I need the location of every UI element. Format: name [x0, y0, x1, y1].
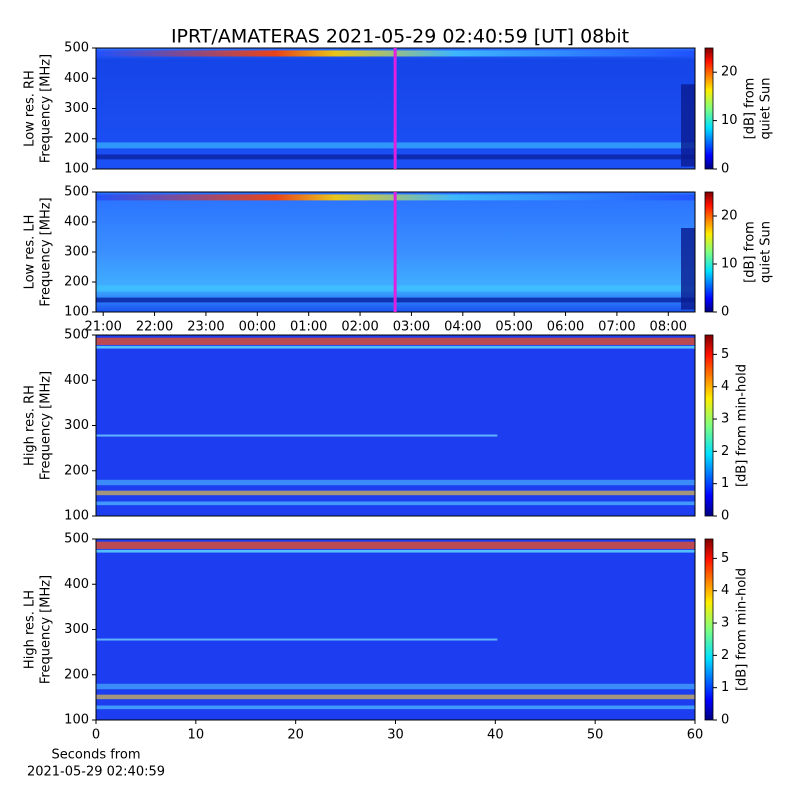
spectrogram-band — [96, 541, 695, 549]
colorbar-tick-label: 3 — [721, 412, 729, 427]
y-tick-label: 300 — [64, 622, 89, 637]
colorbar-tick-label: 10 — [721, 113, 738, 128]
y-tick-label: 100 — [64, 713, 89, 728]
x-tick-label: 20 — [287, 728, 304, 743]
x-tick-label: 50 — [587, 728, 604, 743]
colorbar-tick-label: 1 — [721, 476, 729, 491]
colorbar-tick-label: 5 — [721, 551, 729, 566]
y-axis-label: Low res. RH — [23, 70, 38, 147]
x-tick-label: 06:00 — [547, 320, 584, 335]
x-tick-label: 05:00 — [495, 320, 532, 335]
x-tick-label: 21:00 — [84, 320, 121, 335]
spectrogram-band — [681, 228, 695, 310]
y-tick-label: 500 — [64, 41, 89, 56]
y-tick-label: 300 — [64, 245, 89, 260]
colorbar-tick-label: 0 — [721, 509, 729, 524]
spectrogram — [96, 335, 695, 516]
y-tick-label: 100 — [64, 162, 89, 177]
colorbar — [704, 334, 714, 517]
spectrogram-band — [96, 694, 695, 700]
y-tick-label: 400 — [64, 373, 89, 388]
x-tick-label: 08:00 — [650, 320, 687, 335]
colorbar-tick-label: 20 — [721, 209, 738, 224]
x-tick-label: 00:00 — [239, 320, 276, 335]
x-tick-label: 04:00 — [444, 320, 481, 335]
colorbar — [704, 538, 714, 721]
y-tick-label: 300 — [64, 101, 89, 116]
y-axis-label: High res. LH — [23, 590, 38, 669]
x-tick-label: 0 — [92, 728, 100, 743]
x-tick-label: 60 — [687, 728, 704, 743]
y-axis-label: Frequency [MHz] — [39, 575, 54, 684]
colorbar-label: [dB] from — [743, 221, 758, 283]
colorbar-tick-label: 5 — [721, 347, 729, 362]
colorbar-label: quiet Sun — [759, 77, 774, 139]
y-tick-label: 500 — [64, 532, 89, 547]
y-axis-label: Frequency [MHz] — [39, 54, 54, 163]
y-axis-label: Frequency [MHz] — [39, 197, 54, 306]
colorbar-label: [dB] from min-hold — [735, 568, 750, 691]
colorbar-tick-label: 0 — [721, 305, 729, 320]
spectrogram — [96, 539, 695, 720]
colorbar-tick-label: 4 — [721, 583, 729, 598]
colorbar-label: [dB] from — [743, 78, 758, 140]
colorbar-tick-label: 2 — [721, 648, 729, 663]
colorbar-tick-label: 0 — [721, 162, 729, 177]
y-tick-label: 100 — [64, 509, 89, 524]
y-tick-label: 500 — [64, 328, 89, 343]
y-tick-label: 200 — [64, 131, 89, 146]
y-tick-label: 500 — [64, 185, 89, 200]
colorbar-tick-label: 3 — [721, 616, 729, 631]
y-axis-label: Low res. LH — [23, 215, 38, 290]
y-tick-label: 200 — [64, 463, 89, 478]
colorbar-tick-label: 20 — [721, 65, 738, 80]
x-tick-label: 23:00 — [187, 320, 224, 335]
x-tick-label: 22:00 — [136, 320, 173, 335]
spectrogram-band — [96, 683, 695, 690]
spectrogram-band — [96, 479, 695, 486]
spectrogram-band — [96, 434, 498, 437]
colorbar-tick-label: 10 — [721, 257, 738, 272]
y-axis-label: Frequency [MHz] — [39, 371, 54, 480]
x-tick-label: 40 — [487, 728, 504, 743]
x-axis-label: 2021-05-29 02:40:59 — [27, 765, 165, 780]
spectrogram-band — [96, 345, 695, 349]
spectrogram-band — [96, 490, 695, 496]
colorbar — [704, 47, 714, 170]
y-tick-label: 200 — [64, 667, 89, 682]
y-tick-label: 200 — [64, 275, 89, 290]
spectrogram-band — [96, 501, 695, 506]
y-tick-label: 400 — [64, 71, 89, 86]
y-tick-label: 300 — [64, 418, 89, 433]
colorbar-label: quiet Sun — [759, 221, 774, 283]
y-tick-label: 400 — [64, 577, 89, 592]
spectrogram-band — [96, 705, 695, 710]
colorbar — [704, 191, 714, 313]
colorbar-tick-label: 0 — [721, 713, 729, 728]
x-tick-label: 02:00 — [341, 320, 378, 335]
x-tick-label: 07:00 — [598, 320, 635, 335]
colorbar-label: [dB] from min-hold — [735, 364, 750, 487]
y-tick-label: 400 — [64, 215, 89, 230]
colorbar-tick-label: 2 — [721, 444, 729, 459]
x-axis-label: Seconds from — [51, 748, 140, 763]
x-tick-label: 30 — [387, 728, 404, 743]
colorbar-tick-label: 1 — [721, 680, 729, 695]
spectrogram-band — [96, 638, 498, 641]
x-tick-label: 03:00 — [393, 320, 430, 335]
colorbar-tick-label: 4 — [721, 379, 729, 394]
spectrogram-band — [96, 337, 695, 345]
x-tick-label: 01:00 — [290, 320, 327, 335]
spectrogram-band — [96, 549, 695, 553]
y-tick-label: 100 — [64, 305, 89, 320]
figure-title: IPRT/AMATERAS 2021-05-29 02:40:59 [UT] 0… — [171, 26, 629, 48]
x-tick-label: 10 — [188, 728, 205, 743]
y-axis-label: High res. RH — [23, 385, 38, 466]
spectrogram-band — [681, 84, 695, 167]
